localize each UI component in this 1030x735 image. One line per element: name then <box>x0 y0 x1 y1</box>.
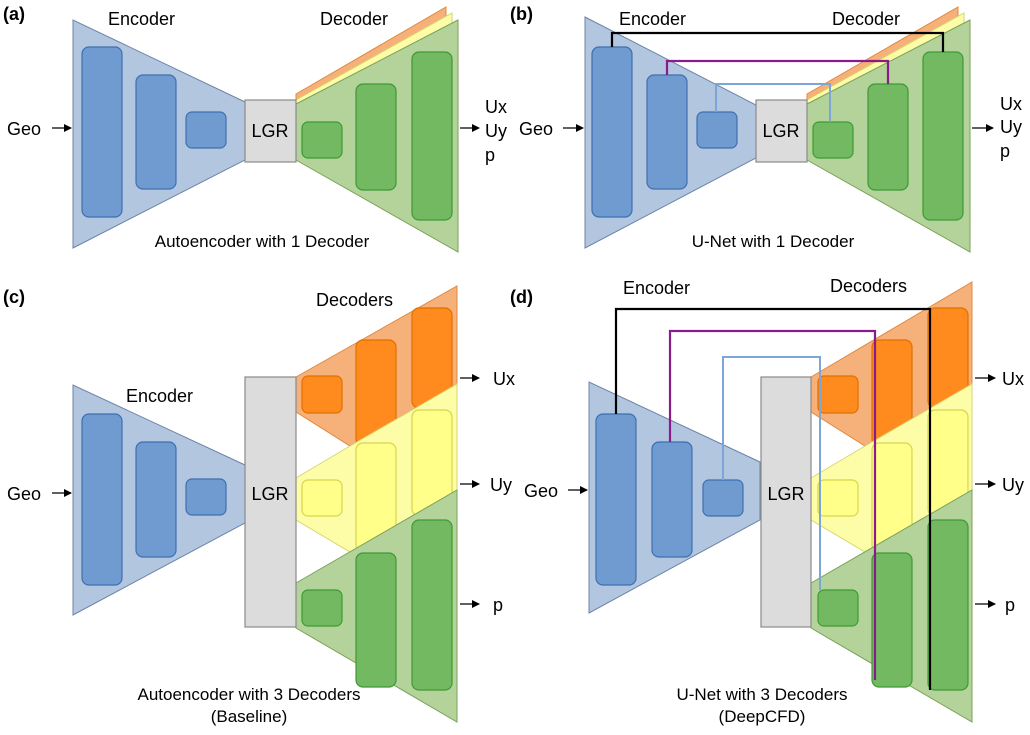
panel-d-encoder-block-2 <box>651 441 693 558</box>
panel-d-decoder-p-block-1 <box>817 589 859 627</box>
panel-b-output-p: p <box>1000 141 1010 161</box>
panel-b-encoder-block-3 <box>696 111 738 149</box>
panel-b: (b) Encoder Decoder LGR Geo Ux Uy p U-Ne… <box>510 4 1022 253</box>
panel-c-label: (c) <box>3 287 25 307</box>
panel-d-lgr-block <box>760 376 812 628</box>
panel-c-decoder-p-block-1 <box>301 589 343 627</box>
panel-a-lgr-block <box>244 99 297 163</box>
panel-b-lgr-label: LGR <box>762 121 799 141</box>
panel-a: (a) Encoder Decoder LGR Geo Ux Uy p Auto… <box>3 4 507 253</box>
panel-a-output-uy: Uy <box>485 121 507 141</box>
panel-d-output-p: p <box>1005 595 1015 615</box>
panel-a-input-label: Geo <box>7 119 41 139</box>
panel-d-decoder-ux-block-1 <box>817 375 859 414</box>
panel-b-decoder-block-3 <box>922 51 964 221</box>
panel-a-output-p: p <box>485 145 495 165</box>
panel-c-decoder-uy-block-1 <box>301 479 343 517</box>
panel-b-input-label: Geo <box>519 119 553 139</box>
panel-c-lgr-block <box>244 376 297 628</box>
panel-a-output-ux: Ux <box>485 97 507 117</box>
panel-d-caption-line1: U-Net with 3 Decoders <box>676 685 847 704</box>
panel-b-skip-middle <box>665 59 890 84</box>
panel-d-decoder-p-block-2 <box>871 552 913 688</box>
panel-a-lgr-label: LGR <box>251 121 288 141</box>
panel-d-encoder-block-1 <box>595 413 637 586</box>
panel-b-decoder-block-1 <box>812 121 854 159</box>
panel-c-output-uy: Uy <box>490 475 512 495</box>
panel-c-caption-line1: Autoencoder with 3 Decoders <box>137 685 360 704</box>
panel-c-input-label: Geo <box>7 484 41 504</box>
panel-c-encoder-block-2 <box>135 441 177 558</box>
panel-b-skip-outer <box>610 31 945 52</box>
panel-d: (d) Encoder Decoders LGR Geo Ux Uy p <box>510 276 1024 726</box>
panel-a-encoder-label: Encoder <box>108 9 175 29</box>
panel-d-output-ux: Ux <box>1002 369 1024 389</box>
panel-b-decoder-label: Decoder <box>832 9 900 29</box>
panel-c-decoder-ux-block-1 <box>301 375 343 414</box>
panel-a-decoder-block-3 <box>411 51 453 221</box>
panel-b-output-uy: Uy <box>1000 117 1022 137</box>
panel-b-lgr-block <box>755 99 808 163</box>
panel-c-encoder-label: Encoder <box>126 386 193 406</box>
panel-b-encoder-block-1 <box>591 46 633 218</box>
panel-d-decoder-label: Decoders <box>830 276 907 296</box>
panel-d-decoder-uy-block-1 <box>817 479 859 517</box>
panel-b-encoder-label: Encoder <box>619 9 686 29</box>
panel-a-encoder-block-2 <box>135 74 177 190</box>
panel-c-caption-line2: (Baseline) <box>211 707 288 726</box>
panel-b-output-ux: Ux <box>1000 94 1022 114</box>
panel-d-label: (d) <box>510 287 533 307</box>
panel-d-skip-middle <box>668 329 877 680</box>
panel-a-decoder-block-1 <box>301 121 343 159</box>
panel-a-label: (a) <box>3 4 25 24</box>
panel-c-lgr-label: LGR <box>251 484 288 504</box>
panel-b-label: (b) <box>510 4 533 24</box>
panel-a-encoder-block-3 <box>185 111 227 149</box>
panel-c-encoder-block-3 <box>185 478 227 516</box>
panel-c-decoder-p-block-3 <box>411 519 453 691</box>
panel-c-output-ux: Ux <box>493 369 515 389</box>
panel-b-decoder-block-2 <box>867 83 909 191</box>
panel-d-encoder-label: Encoder <box>623 278 690 298</box>
panel-d-output-uy: Uy <box>1002 475 1024 495</box>
panel-a-encoder-block-1 <box>81 46 123 218</box>
panel-c-decoder-p-block-2 <box>355 552 397 688</box>
panel-c-output-p: p <box>493 595 503 615</box>
panel-d-input-label: Geo <box>524 481 558 501</box>
panel-d-caption-line2: (DeepCFD) <box>719 707 806 726</box>
panel-c-encoder-block-1 <box>81 413 123 586</box>
panel-c-decoder-label: Decoders <box>316 290 393 310</box>
panel-b-caption: U-Net with 1 Decoder <box>692 232 855 251</box>
panel-b-encoder-block-2 <box>646 74 688 190</box>
panel-c: (c) Encoder Decoders LGR Geo Ux Uy p Aut… <box>3 285 515 726</box>
panel-a-decoder-block-2 <box>355 83 397 191</box>
panel-d-skip-outer <box>614 307 932 690</box>
panel-a-caption: Autoencoder with 1 Decoder <box>155 232 370 251</box>
panel-a-decoder-label: Decoder <box>320 9 388 29</box>
panel-b-skip-inner <box>715 83 831 122</box>
panel-d-lgr-label: LGR <box>767 484 804 504</box>
panel-d-encoder-block-3 <box>702 479 744 517</box>
panel-d-skip-inner <box>722 356 821 590</box>
panel-d-decoder-p-block-3 <box>927 519 969 691</box>
